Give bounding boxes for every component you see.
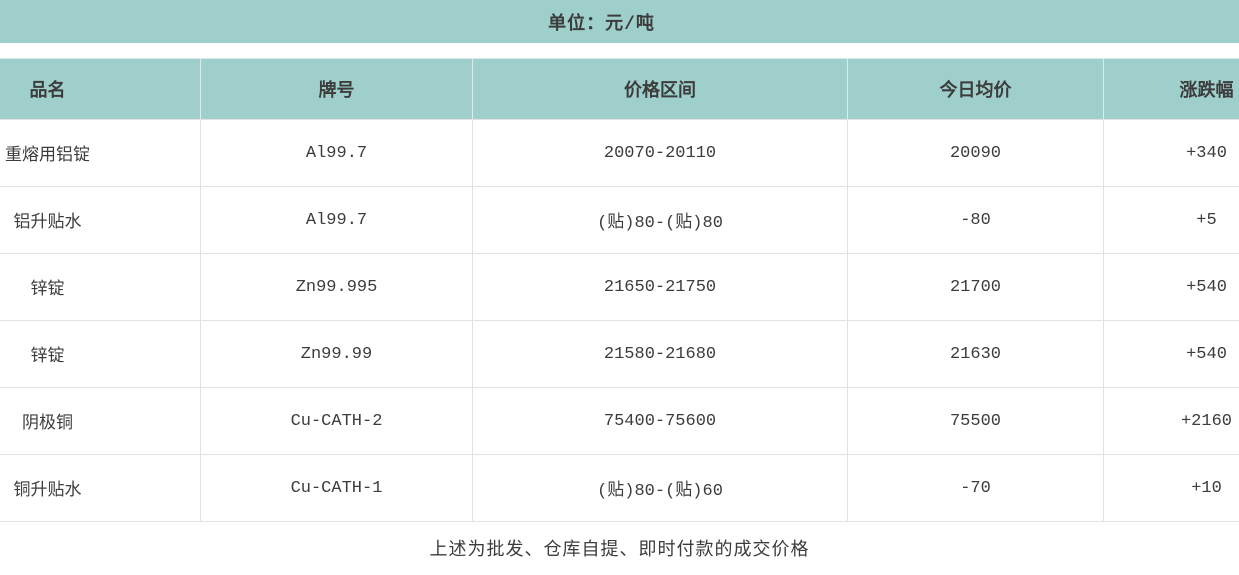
price-range-cell: 75400-75600: [472, 387, 848, 455]
avg-price-cell: 20090: [847, 119, 1104, 187]
product-name-cell: 铝升贴水: [0, 186, 201, 254]
product-name-cell: 重熔用铝锭: [0, 119, 201, 187]
product-name-cell: 锌锭: [0, 253, 201, 321]
grade-cell: Cu-CATH-2: [200, 387, 473, 455]
change-cell: +10: [1103, 454, 1239, 522]
metal-price-table: 品名 牌号 价格区间 今日均价 涨跌幅 重熔用铝锭 Al99.7 20070-2…: [0, 58, 1239, 522]
avg-price-cell: 21630: [847, 320, 1104, 388]
column-header-avg-price: 今日均价: [847, 58, 1104, 120]
price-range-cell: (贴)80-(贴)60: [472, 454, 848, 522]
column-header-price-range: 价格区间: [472, 58, 848, 120]
change-cell: +2160: [1103, 387, 1239, 455]
change-cell: +540: [1103, 320, 1239, 388]
avg-price-cell: 21700: [847, 253, 1104, 321]
grade-cell: Zn99.995: [200, 253, 473, 321]
avg-price-cell: -80: [847, 186, 1104, 254]
header-row: 品名 牌号 价格区间 今日均价 涨跌幅: [0, 58, 1239, 120]
column-header-change: 涨跌幅: [1103, 58, 1239, 120]
bar-gap: [0, 43, 1239, 58]
footer-note-text: 上述为批发、仓库自提、即时付款的成交价格: [429, 541, 810, 561]
grade-cell: Al99.7: [200, 186, 473, 254]
table-row: 锌锭 Zn99.99 21580-21680 21630 +540: [0, 320, 1239, 388]
table-row: 铜升贴水 Cu-CATH-1 (贴)80-(贴)60 -70 +10: [0, 454, 1239, 522]
table-row: 铝升贴水 Al99.7 (贴)80-(贴)80 -80 +5: [0, 186, 1239, 254]
grade-cell: Zn99.99: [200, 320, 473, 388]
table-row: 阴极铜 Cu-CATH-2 75400-75600 75500 +2160: [0, 387, 1239, 455]
column-header-grade: 牌号: [200, 58, 473, 120]
unit-bar: 单位：元/吨: [0, 0, 1239, 43]
grade-cell: Al99.7: [200, 119, 473, 187]
change-cell: +340: [1103, 119, 1239, 187]
table-row: 重熔用铝锭 Al99.7 20070-20110 20090 +340: [0, 119, 1239, 187]
price-range-cell: 21580-21680: [472, 320, 848, 388]
price-sheet: 单位：元/吨 品名 牌号 价格区间 今日均价 涨跌幅: [0, 0, 1239, 522]
price-range-cell: 21650-21750: [472, 253, 848, 321]
table-row: 锌锭 Zn99.995 21650-21750 21700 +540: [0, 253, 1239, 321]
product-name-cell: 锌锭: [0, 320, 201, 388]
unit-label: 单位：元/吨: [548, 14, 655, 35]
product-name-cell: 铜升贴水: [0, 454, 201, 522]
price-range-cell: (贴)80-(贴)80: [472, 186, 848, 254]
footer-note: 上述为批发、仓库自提、即时付款的成交价格: [0, 522, 1239, 574]
change-cell: +540: [1103, 253, 1239, 321]
change-cell: +5: [1103, 186, 1239, 254]
avg-price-cell: 75500: [847, 387, 1104, 455]
avg-price-cell: -70: [847, 454, 1104, 522]
column-header-product-name: 品名: [0, 58, 201, 120]
grade-cell: Cu-CATH-1: [200, 454, 473, 522]
product-name-cell: 阴极铜: [0, 387, 201, 455]
price-range-cell: 20070-20110: [472, 119, 848, 187]
